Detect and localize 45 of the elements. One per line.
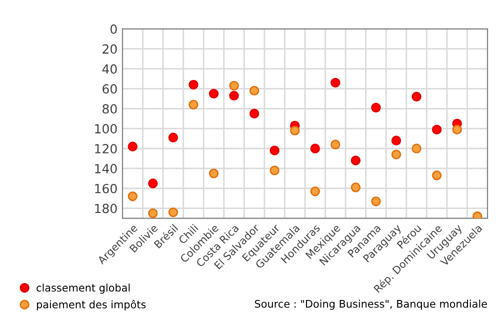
point xyxy=(229,80,239,91)
point xyxy=(270,146,280,156)
point xyxy=(412,92,422,102)
point xyxy=(290,126,300,136)
point xyxy=(452,124,462,134)
point xyxy=(391,150,402,160)
point xyxy=(432,170,442,180)
point xyxy=(371,102,381,112)
point xyxy=(188,100,198,110)
point xyxy=(350,156,361,166)
point xyxy=(371,196,381,206)
point xyxy=(310,186,320,196)
point xyxy=(208,168,219,178)
y-tick-label: 20 xyxy=(102,44,117,54)
y-tick-label: 40 xyxy=(102,64,117,74)
legend-label: paiement des impôts xyxy=(36,300,146,310)
y-tick-label: 60 xyxy=(102,84,117,94)
y-tick-label: 160 xyxy=(95,184,117,194)
point xyxy=(148,178,158,188)
y-tick-label: 80 xyxy=(102,104,117,114)
point xyxy=(330,78,340,88)
source-note: Source : "Doing Business", Banque mondiale xyxy=(254,300,487,310)
point xyxy=(412,144,422,154)
point xyxy=(188,80,198,90)
point xyxy=(432,124,442,134)
point xyxy=(350,182,361,192)
y-tick-label: 180 xyxy=(95,204,117,214)
point xyxy=(229,90,239,101)
y-tick-label: 0 xyxy=(110,24,117,34)
point xyxy=(128,191,138,202)
point xyxy=(168,207,178,218)
y-tick-label: 100 xyxy=(95,124,117,134)
legend-label: classement global xyxy=(36,284,130,294)
point xyxy=(249,86,260,96)
y-tick-label: 140 xyxy=(95,164,117,174)
point xyxy=(148,208,158,218)
point xyxy=(330,140,340,150)
point xyxy=(310,144,320,154)
point xyxy=(208,88,219,99)
point xyxy=(391,136,402,146)
point xyxy=(249,108,260,118)
point xyxy=(128,142,138,152)
point xyxy=(270,166,280,176)
point xyxy=(168,132,178,142)
y-tick-label: 120 xyxy=(95,144,117,154)
